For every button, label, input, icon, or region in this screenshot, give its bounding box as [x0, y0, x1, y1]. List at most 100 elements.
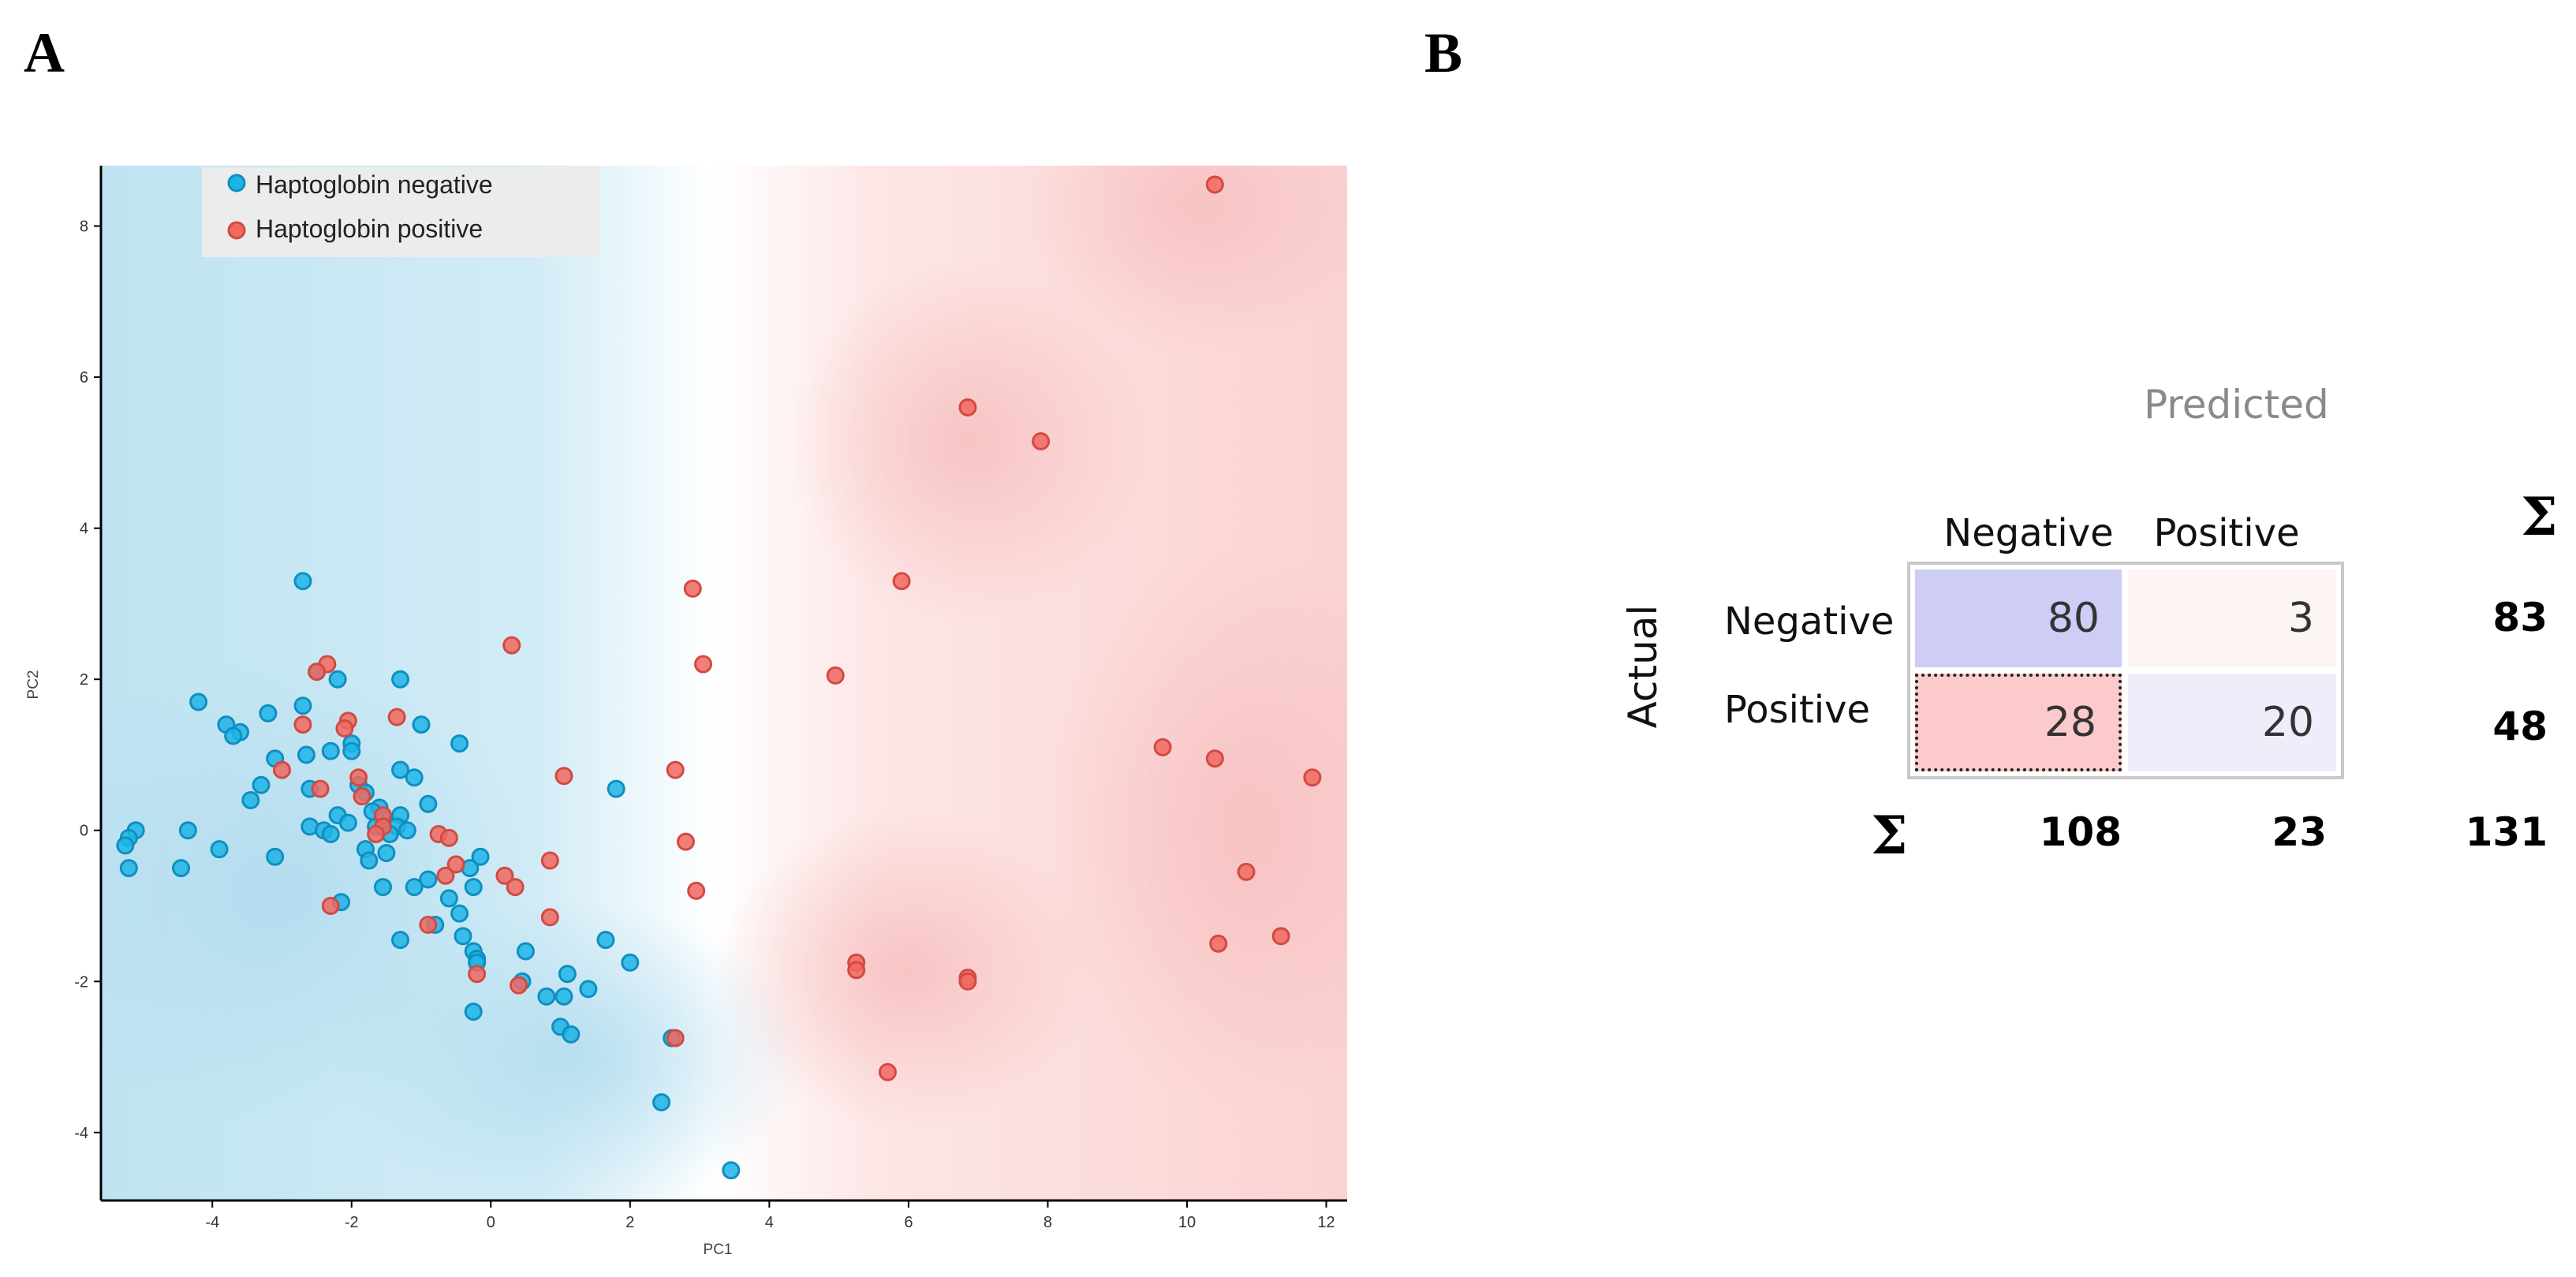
- row-header-positive: Positive: [1724, 688, 1871, 732]
- x-tick-label: 12: [1317, 1214, 1335, 1231]
- cell-false-negative: 28: [1915, 674, 2122, 771]
- point-positive: [502, 636, 521, 655]
- column-header-negative: Negative: [1943, 511, 2114, 555]
- point-positive: [293, 715, 312, 734]
- cell-true-negative: 80: [1915, 569, 2122, 667]
- point-negative: [328, 670, 347, 689]
- point-negative: [338, 813, 357, 832]
- point-negative: [722, 1161, 741, 1180]
- point-positive: [666, 760, 685, 779]
- point-negative: [439, 889, 458, 908]
- column-sum-positive: 23: [2272, 809, 2327, 855]
- point-negative: [377, 843, 396, 862]
- point-positive: [1209, 934, 1228, 953]
- point-positive: [495, 866, 514, 885]
- point-positive: [506, 878, 525, 897]
- point-negative: [554, 987, 573, 1006]
- point-negative: [297, 745, 315, 764]
- point-positive: [554, 767, 573, 786]
- point-negative: [391, 760, 410, 779]
- y-tick-label: 4: [80, 521, 88, 538]
- x-tick-label: 10: [1178, 1214, 1196, 1231]
- y-tick-label: 2: [80, 671, 88, 689]
- point-negative: [321, 825, 340, 844]
- point-positive: [892, 572, 911, 591]
- point-positive: [958, 972, 977, 991]
- point-positive: [1271, 927, 1290, 946]
- x-tick-label: -2: [345, 1214, 359, 1231]
- y-tick-label: 0: [80, 823, 88, 840]
- matrix-frame: [1907, 562, 2344, 779]
- point-negative: [464, 1003, 483, 1021]
- point-negative: [621, 953, 640, 972]
- point-negative: [537, 987, 556, 1006]
- row-sum-header: Σ: [2521, 486, 2558, 547]
- point-negative: [391, 931, 410, 950]
- point-positive: [1205, 175, 1224, 194]
- point-negative: [454, 927, 472, 946]
- x-tick-label: 4: [765, 1214, 774, 1231]
- point-negative: [116, 836, 135, 855]
- point-negative: [596, 931, 615, 950]
- point-positive: [676, 832, 695, 851]
- row-header-negative: Negative: [1724, 599, 1895, 644]
- point-negative: [516, 942, 535, 961]
- row-sum-negative: 83: [2492, 595, 2548, 640]
- point-positive: [468, 965, 487, 984]
- region-blob: [1017, 166, 1347, 355]
- actual-title: Actual: [1620, 604, 1666, 729]
- legend-label-positive: Haptoglobin positive: [256, 215, 483, 243]
- point-negative: [652, 1093, 671, 1112]
- point-negative: [210, 840, 229, 859]
- legend-label-negative: Haptoglobin negative: [256, 170, 493, 199]
- point-positive: [540, 851, 559, 870]
- x-axis-label: PC1: [704, 1242, 733, 1258]
- point-negative: [412, 715, 431, 734]
- point-negative: [562, 1025, 581, 1044]
- point-negative: [119, 859, 138, 878]
- row-sum-positive: 48: [2492, 704, 2548, 749]
- point-negative: [373, 878, 392, 897]
- point-positive: [510, 976, 528, 995]
- point-negative: [450, 904, 469, 923]
- point-negative: [321, 741, 340, 760]
- point-positive: [436, 866, 455, 885]
- point-negative: [405, 768, 424, 787]
- column-header-positive: Positive: [2153, 511, 2300, 555]
- point-negative: [178, 821, 197, 840]
- point-positive: [847, 961, 866, 980]
- panel-label-a: A: [24, 21, 65, 84]
- point-positive: [1303, 768, 1322, 787]
- point-positive: [439, 828, 458, 847]
- axes: -4 -2 0 2 4 6 8 10 12 -4 -2 0 2 4 6 8: [74, 166, 1347, 1231]
- point-negative: [342, 741, 361, 760]
- point-negative: [293, 696, 312, 715]
- y-tick-label: 8: [80, 218, 88, 236]
- region-blob: [331, 899, 805, 1200]
- predicted-title: Predicted: [2144, 382, 2329, 428]
- legend-box: [202, 167, 600, 257]
- point-positive: [349, 768, 368, 787]
- point-negative: [464, 878, 483, 897]
- point-positive: [311, 779, 330, 798]
- x-tick-label: -4: [205, 1214, 219, 1231]
- legend-marker-negative: [227, 174, 246, 192]
- point-negative: [579, 980, 598, 999]
- x-tick-label: 6: [904, 1214, 913, 1231]
- x-tick-label: 2: [625, 1214, 634, 1231]
- region-blob: [1041, 544, 1347, 1112]
- point-negative: [224, 726, 243, 745]
- point-positive: [272, 760, 291, 779]
- point-negative: [293, 572, 312, 591]
- point-negative: [419, 870, 438, 889]
- point-positive: [387, 708, 406, 726]
- point-positive: [540, 908, 559, 927]
- y-axis-label: PC2: [25, 670, 42, 700]
- point-negative: [266, 847, 285, 866]
- point-positive: [1153, 737, 1172, 756]
- point-positive: [666, 1029, 685, 1047]
- point-positive: [446, 855, 465, 874]
- point-negative: [241, 790, 260, 809]
- point-positive: [353, 787, 371, 806]
- column-sum-header: Σ: [1871, 805, 1908, 866]
